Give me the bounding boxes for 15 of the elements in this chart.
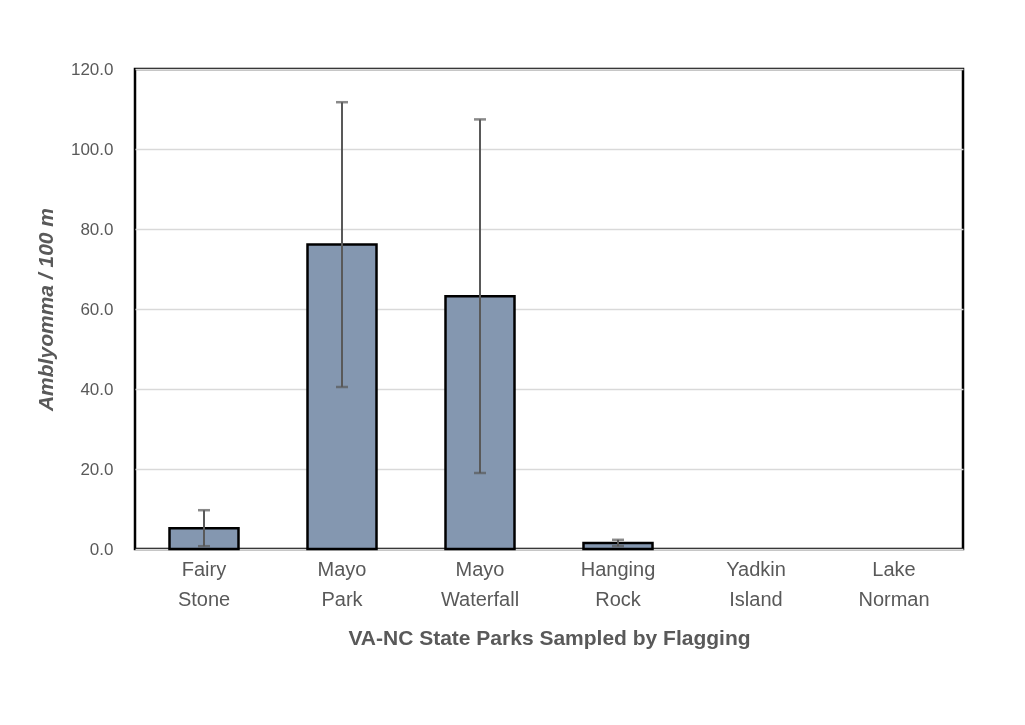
y-axis-title: Amblyomma / 100 m [33, 207, 57, 413]
x-tick-label: Lake Norman [858, 557, 930, 610]
x-tick-label: Fairy Stone [177, 557, 231, 610]
y-tick-label: 100.0 [70, 139, 114, 159]
y-tick-label: 40.0 [80, 379, 114, 399]
y-tick-label: 60.0 [80, 299, 114, 319]
y-tick-label: 20.0 [80, 459, 114, 479]
x-tick-label: Yadkin Island [726, 557, 786, 610]
y-tick-label: 80.0 [80, 219, 114, 239]
y-tick-label: 120.0 [70, 59, 114, 79]
x-axis-title: VA-NC State Parks Sampled by Flagging [348, 625, 751, 649]
x-tick-label: Mayo Park [317, 557, 367, 610]
y-tick-label: 0.0 [89, 539, 114, 559]
x-tick-label: Hanging Rock [580, 557, 656, 610]
x-tick-label: Mayo Waterfall [440, 557, 520, 610]
